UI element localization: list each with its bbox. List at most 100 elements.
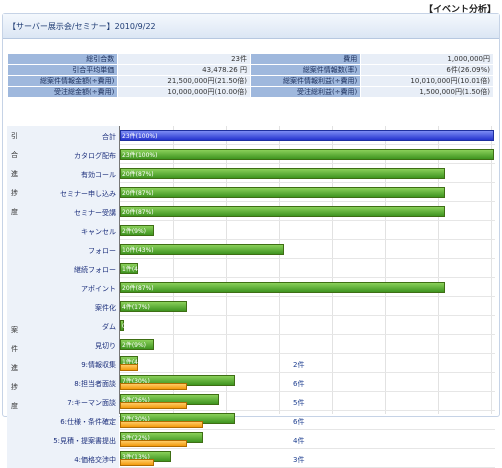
row-label-background — [7, 354, 119, 373]
row-label-background — [7, 297, 119, 316]
case-count[interactable]: 2件 — [293, 361, 305, 369]
bar-value-label: 20件(87%) — [122, 285, 154, 292]
bar-secondary[interactable] — [120, 421, 203, 428]
row-label-background — [7, 373, 119, 392]
bar-secondary[interactable] — [120, 459, 154, 466]
grid-line — [226, 126, 227, 414]
row-label-background — [7, 145, 119, 164]
summary-value: 21,500,000円(21.50倍) — [117, 75, 251, 87]
category-label[interactable]: 7:キーマン面談 — [67, 399, 116, 407]
bar[interactable] — [120, 149, 494, 160]
category-label[interactable]: 8:担当者面談 — [74, 380, 116, 388]
panel-title-bar: 【サーバー展示会/セミナー】2010/9/22 — [3, 14, 499, 39]
row-divider — [120, 315, 495, 316]
case-count[interactable]: 5件 — [293, 399, 305, 407]
section-label: 引 — [11, 132, 18, 140]
category-label[interactable]: カタログ配布 — [74, 152, 116, 160]
category-label[interactable]: 5:見積・提案書提出 — [53, 437, 116, 445]
category-label[interactable]: 4:価格交渉中 — [74, 456, 116, 464]
row-label-background — [7, 164, 119, 183]
section-label: 度 — [11, 402, 18, 410]
bar[interactable] — [120, 301, 187, 312]
row-label-background — [7, 259, 119, 278]
bar-value-label: 10件(43%) — [122, 247, 154, 254]
bar[interactable] — [120, 244, 284, 255]
bar-value-label: 23件(100%) — [122, 133, 158, 140]
summary-table: 総引合数 23件 費用 1,000,000円 引合平均単価 43,478.26 円総案件情… — [6, 53, 494, 98]
row-label-background — [7, 240, 119, 259]
summary-row: 総引合数 23件 費用 1,000,000円 — [6, 53, 494, 65]
bar[interactable] — [120, 339, 154, 350]
row-divider — [120, 391, 495, 392]
bar-secondary[interactable] — [120, 383, 187, 390]
section-label: 進 — [11, 170, 18, 178]
summary-row: 受注総金額(÷費用) 10,000,000円(10.00倍) 受注総利益(÷費用) 1… — [6, 86, 494, 98]
row-divider — [120, 201, 495, 202]
row-label-background — [7, 126, 119, 145]
summary-value: 10,000,000円(10.00倍) — [117, 86, 251, 98]
row-divider — [120, 353, 495, 354]
row-divider — [120, 239, 495, 240]
bar-secondary[interactable] — [120, 440, 187, 447]
category-label[interactable]: セミナー受講 — [74, 209, 116, 217]
row-divider — [120, 163, 495, 164]
row-label-background — [7, 392, 119, 411]
bar-secondary[interactable] — [120, 402, 187, 409]
summary-value: 1,500,000円(1.50倍) — [360, 86, 494, 98]
grid-line — [491, 126, 492, 414]
bar[interactable] — [120, 187, 445, 198]
row-divider — [120, 182, 495, 183]
summary-row: 総案件情報金額(÷費用) 21,500,000円(21.50倍) 総案件情報利益(÷… — [6, 75, 494, 87]
case-count[interactable]: 3件 — [293, 456, 305, 464]
case-count[interactable]: 6件 — [293, 418, 305, 426]
category-label[interactable]: 合計 — [102, 133, 116, 141]
category-label[interactable]: 6:仕様・条件確定 — [60, 418, 116, 426]
section-label: 捗 — [11, 383, 18, 391]
category-label[interactable]: アポイント — [81, 285, 116, 293]
bar-value-label: 2件(9%) — [122, 342, 147, 349]
category-label[interactable]: 見切り — [95, 342, 116, 350]
category-label[interactable]: 継続フォロー — [74, 266, 116, 274]
summary-label: 費用 — [249, 53, 362, 65]
bar[interactable] — [120, 206, 445, 217]
section-label: 度 — [11, 208, 18, 216]
bar-value-label: 20件(87%) — [122, 190, 154, 197]
summary-label: 受注総利益(÷費用) — [249, 86, 362, 98]
bar[interactable] — [120, 130, 494, 141]
bar-value-label: 6件(26%) — [122, 397, 150, 404]
grid-line — [279, 126, 280, 414]
bar-value-label: 20件(87%) — [122, 209, 154, 216]
summary-label: 総案件情報数(率) — [249, 64, 362, 76]
section-label: 合 — [11, 151, 18, 159]
bar[interactable] — [120, 168, 445, 179]
category-label[interactable]: 案件化 — [95, 304, 116, 312]
summary-value: 43,478.26 円 — [117, 64, 251, 76]
row-divider — [120, 296, 495, 297]
bar-value-label: 1件(4%) — [122, 266, 147, 273]
case-count[interactable]: 4件 — [293, 437, 305, 445]
bar-secondary[interactable] — [120, 364, 138, 371]
category-label[interactable]: 9:情報収集 — [81, 361, 116, 369]
grid-line — [438, 126, 439, 414]
summary-value: 10,010,000円(10.01倍) — [360, 75, 494, 87]
summary-value: 23件 — [117, 53, 251, 65]
category-label[interactable]: ダム — [102, 323, 116, 331]
summary-label: 総案件情報利益(÷費用) — [249, 75, 362, 87]
row-divider — [120, 448, 495, 449]
category-label[interactable]: セミナー申し込み — [60, 190, 116, 198]
summary-row: 引合平均単価 43,478.26 円総案件情報数(率) 6件(26.09%) — [6, 64, 494, 76]
bar[interactable] — [120, 225, 154, 236]
row-divider — [120, 410, 495, 411]
bar-value-label: 2件(9%) — [122, 228, 147, 235]
summary-label: 総引合数 — [6, 53, 119, 65]
category-label[interactable]: 有効コール — [81, 171, 116, 179]
category-label[interactable]: キャンセル — [81, 228, 116, 236]
funnel-chart: 合計 23件(100%) カタログ配布 23件(100%) 有効コール 20件(87%) セ… — [7, 126, 495, 468]
event-analysis-panel: 【サーバー展示会/セミナー】2010/9/22 総引合数 23件 費用 1,000,0… — [2, 13, 500, 468]
bar[interactable] — [120, 263, 138, 274]
case-count[interactable]: 6件 — [293, 380, 305, 388]
bar[interactable] — [120, 282, 445, 293]
category-label[interactable]: フォロー — [88, 247, 116, 255]
bar-value-label: 23件(100%) — [122, 152, 158, 159]
bar[interactable] — [120, 320, 124, 331]
